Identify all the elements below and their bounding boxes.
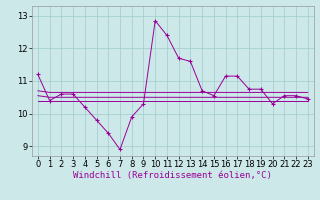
X-axis label: Windchill (Refroidissement éolien,°C): Windchill (Refroidissement éolien,°C) [73,171,272,180]
